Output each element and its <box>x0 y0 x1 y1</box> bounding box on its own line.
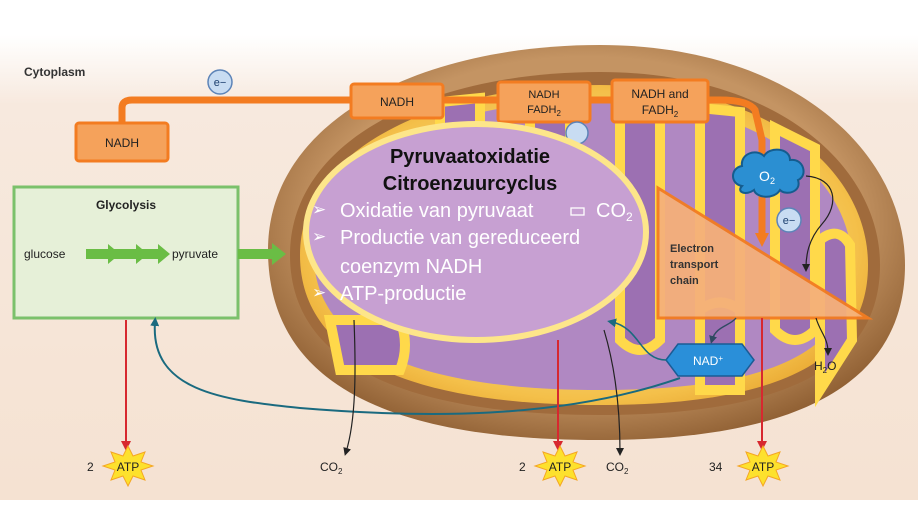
bullet-2-cont: coenzym NADH <box>340 256 482 278</box>
nadh-and-fadh2-line1: NADH and <box>631 87 688 101</box>
etc-line2: transport <box>670 259 719 271</box>
glycolysis-arrows <box>86 244 170 264</box>
etc-line1: Electron <box>670 243 714 255</box>
bullet-1-co2: CO2 <box>596 200 633 224</box>
nad-arrow <box>709 317 737 344</box>
nad-recycle-arrow-glycolysis <box>150 317 681 416</box>
citric-acid-overlay: Pyruvaatoxidatie Citroenzuurcyclus ➢ Oxi… <box>303 121 649 343</box>
glycolysis-input: glucose <box>24 247 66 261</box>
oxygen-arrow <box>802 175 834 272</box>
etc-line3: chain <box>670 275 699 287</box>
bullet-marker-1: ➢ <box>312 200 326 219</box>
water-label: H2O <box>814 359 836 375</box>
nadh-glycolysis-box: NADH <box>74 121 170 163</box>
oxygen-cloud: O2 <box>732 148 805 198</box>
nadh-pyruvate-label: NADH <box>380 95 414 109</box>
bullet-marker-2: ➢ <box>312 227 326 246</box>
atp-burst-cycle: 2 ATP <box>519 444 587 488</box>
overlay-bullets: ➢ Oxidatie van pyruvaat CO2 ➢ Productie … <box>312 200 633 305</box>
oxygen-label: O2 <box>759 168 775 186</box>
nadh-fadh2-box: NADH FADH2 <box>496 80 592 124</box>
nadh-fadh2-line1: NADH <box>528 89 559 101</box>
nad-plus-hexagon: NAD+ <box>665 343 755 377</box>
co2-label-pyruvate: CO2 <box>320 460 343 476</box>
co2-label-cycle: CO2 <box>606 460 629 476</box>
nadh-pipeline <box>118 96 769 247</box>
bullet-1: Oxidatie van pyruvaat <box>340 200 534 222</box>
bullet-marker-3: ➢ <box>312 283 326 302</box>
glycolysis-output: pyruvate <box>172 247 218 261</box>
water-arrow <box>815 317 832 356</box>
nad-recycle-arrow-cycle <box>607 318 667 361</box>
bullet-3: ATP-productie <box>340 283 466 305</box>
electron-etc-bubble: e− <box>776 207 802 233</box>
atp-count-cycle: 2 <box>519 460 526 474</box>
nadh-pyruvate-box: NADH <box>349 82 445 120</box>
electron-etc-label: e− <box>783 215 796 227</box>
bullet-2: Productie van gereduceerd <box>340 227 580 249</box>
glycolysis-title: Glycolysis <box>96 198 156 212</box>
atp-count-etc: 34 <box>709 460 723 474</box>
co2-arrow-cycle <box>603 329 624 456</box>
nadh-and-fadh2-line2: FADH2 <box>642 103 679 119</box>
atp-label-etc: ATP <box>752 460 774 474</box>
cytoplasm-label: Cytoplasm <box>24 65 85 79</box>
atp-burst-glycolysis: 2 ATP <box>87 444 155 488</box>
nad-plus-label: NAD+ <box>693 354 723 368</box>
pyruvate-transfer-arrow <box>238 243 286 265</box>
overlay-title-line2: Citroenzuurcyclus <box>383 173 557 195</box>
overlay-title-line1: Pyruvaatoxidatie <box>390 146 550 168</box>
electron-label: e− <box>214 77 227 89</box>
glycolysis-box: Glycolysis glucose pyruvate <box>12 185 240 320</box>
co2-arrow-pyruvate <box>343 319 356 456</box>
atp-label-cycle: ATP <box>549 460 571 474</box>
electron-transport-chain: Electron transport chain <box>656 185 874 320</box>
electron-bubble: e− <box>207 69 233 95</box>
atp-label-glycolysis: ATP <box>117 460 139 474</box>
nadh-fadh2-line2: FADH2 <box>527 104 561 118</box>
nadh-and-fadh2-box: NADH and FADH2 <box>610 78 710 124</box>
atp-burst-etc: 34 ATP <box>709 444 790 488</box>
bullet-1-arrow-box <box>570 207 585 216</box>
nadh-glycolysis-label: NADH <box>105 136 139 150</box>
atp-count-glycolysis: 2 <box>87 460 94 474</box>
